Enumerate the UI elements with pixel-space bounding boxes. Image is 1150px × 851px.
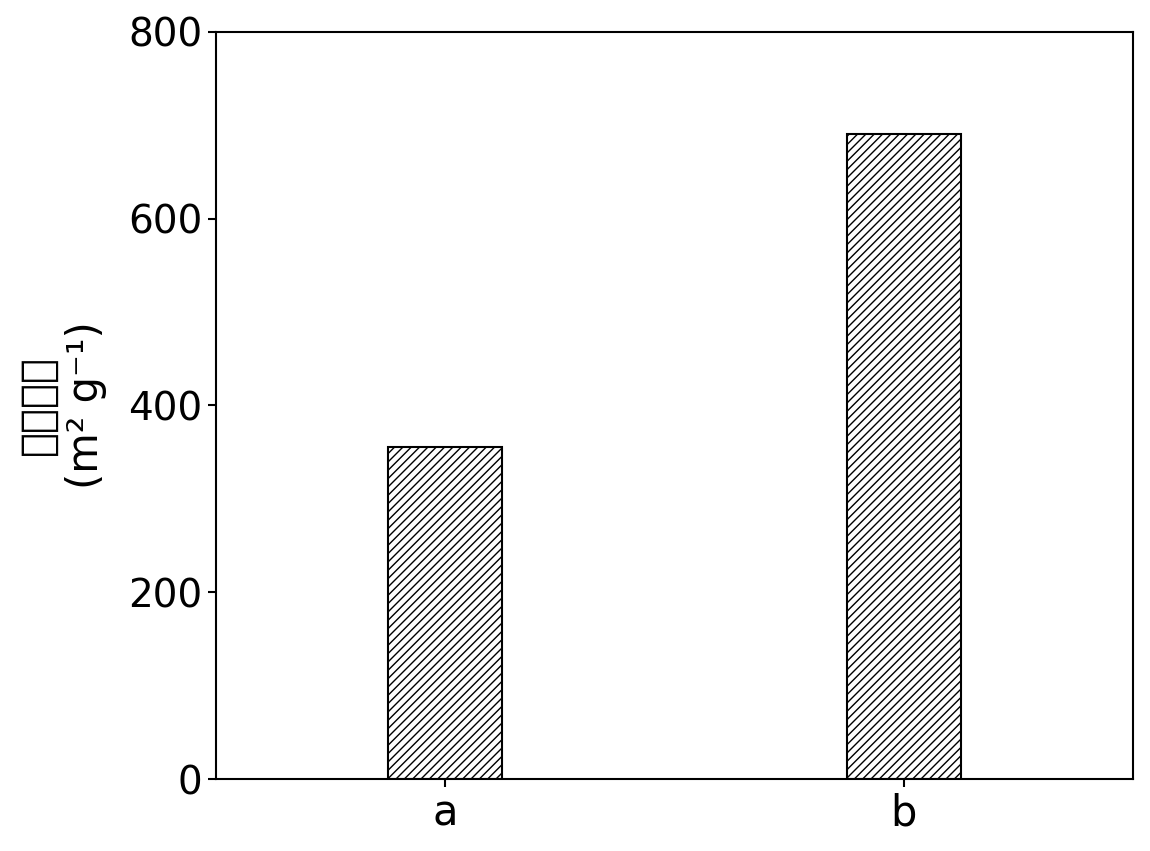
Bar <box>846 134 961 780</box>
Bar <box>388 448 503 780</box>
Y-axis label: 比表面积
(m² g⁻¹): 比表面积 (m² g⁻¹) <box>16 322 107 489</box>
